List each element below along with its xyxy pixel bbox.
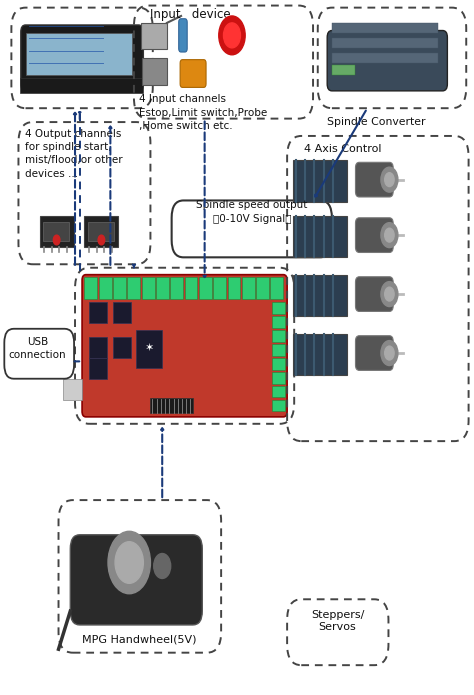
Circle shape: [98, 235, 105, 245]
FancyBboxPatch shape: [180, 60, 206, 88]
Text: ✶: ✶: [145, 343, 154, 352]
FancyBboxPatch shape: [21, 25, 143, 91]
FancyBboxPatch shape: [142, 58, 167, 85]
FancyBboxPatch shape: [84, 215, 118, 247]
FancyBboxPatch shape: [113, 337, 131, 358]
Text: USB
connection: USB connection: [9, 337, 66, 361]
FancyBboxPatch shape: [89, 358, 107, 379]
FancyBboxPatch shape: [293, 161, 347, 202]
FancyBboxPatch shape: [256, 277, 269, 299]
FancyBboxPatch shape: [332, 23, 438, 33]
FancyBboxPatch shape: [44, 222, 69, 241]
FancyBboxPatch shape: [228, 277, 240, 299]
FancyBboxPatch shape: [184, 277, 198, 299]
FancyBboxPatch shape: [293, 334, 347, 375]
Circle shape: [385, 173, 394, 186]
Circle shape: [385, 346, 394, 360]
FancyBboxPatch shape: [242, 277, 255, 299]
FancyBboxPatch shape: [20, 78, 143, 93]
FancyBboxPatch shape: [137, 330, 162, 368]
Circle shape: [154, 553, 171, 578]
FancyBboxPatch shape: [272, 330, 285, 342]
FancyBboxPatch shape: [272, 316, 285, 328]
FancyBboxPatch shape: [99, 277, 112, 299]
FancyBboxPatch shape: [89, 337, 107, 358]
FancyBboxPatch shape: [141, 23, 167, 49]
FancyBboxPatch shape: [199, 277, 212, 299]
FancyBboxPatch shape: [150, 398, 193, 414]
FancyBboxPatch shape: [40, 215, 73, 247]
Text: Steppers/
Servos: Steppers/ Servos: [311, 610, 364, 632]
Text: Spindle speed output
（0-10V Signal）: Spindle speed output （0-10V Signal）: [196, 200, 308, 224]
Circle shape: [381, 167, 398, 192]
Text: 4 Axis Control: 4 Axis Control: [304, 145, 381, 154]
FancyBboxPatch shape: [356, 336, 393, 370]
Text: 4 Output channels
for spindle start,
mist/flood,or other
devices ...: 4 Output channels for spindle start, mis…: [25, 129, 122, 179]
Circle shape: [381, 281, 398, 306]
FancyBboxPatch shape: [82, 275, 287, 417]
FancyBboxPatch shape: [272, 400, 285, 411]
FancyBboxPatch shape: [179, 19, 187, 52]
FancyBboxPatch shape: [356, 277, 393, 311]
FancyBboxPatch shape: [84, 277, 97, 299]
FancyBboxPatch shape: [88, 222, 114, 241]
FancyBboxPatch shape: [113, 302, 131, 323]
Circle shape: [385, 287, 394, 301]
FancyBboxPatch shape: [332, 54, 438, 63]
FancyBboxPatch shape: [272, 386, 285, 398]
Circle shape: [381, 222, 398, 247]
FancyBboxPatch shape: [170, 277, 183, 299]
FancyBboxPatch shape: [327, 31, 447, 91]
FancyBboxPatch shape: [293, 275, 347, 316]
Text: Input   device: Input device: [150, 8, 231, 21]
Text: MPG Handwheel(5V): MPG Handwheel(5V): [82, 635, 197, 644]
Circle shape: [385, 228, 394, 242]
FancyBboxPatch shape: [272, 358, 285, 370]
Text: 4 Input channels
Estop,Limit switch,Probe
,Home switch etc.: 4 Input channels Estop,Limit switch,Prob…: [139, 95, 267, 131]
FancyBboxPatch shape: [332, 65, 356, 75]
FancyBboxPatch shape: [89, 302, 107, 323]
FancyBboxPatch shape: [70, 534, 202, 625]
FancyBboxPatch shape: [271, 277, 283, 299]
FancyBboxPatch shape: [213, 277, 226, 299]
FancyBboxPatch shape: [63, 379, 82, 400]
Circle shape: [219, 16, 245, 55]
Text: Spindle Converter: Spindle Converter: [327, 117, 426, 127]
Circle shape: [223, 23, 240, 48]
FancyBboxPatch shape: [293, 215, 347, 257]
Circle shape: [54, 235, 60, 245]
FancyBboxPatch shape: [332, 38, 438, 48]
FancyBboxPatch shape: [272, 372, 285, 384]
FancyBboxPatch shape: [113, 277, 126, 299]
FancyBboxPatch shape: [272, 344, 285, 356]
Circle shape: [108, 531, 150, 594]
FancyBboxPatch shape: [356, 163, 393, 197]
FancyBboxPatch shape: [156, 277, 169, 299]
Circle shape: [115, 541, 143, 583]
FancyBboxPatch shape: [26, 33, 132, 75]
FancyBboxPatch shape: [356, 218, 393, 252]
FancyBboxPatch shape: [128, 277, 140, 299]
Circle shape: [381, 341, 398, 366]
FancyBboxPatch shape: [142, 277, 155, 299]
FancyBboxPatch shape: [272, 302, 285, 314]
